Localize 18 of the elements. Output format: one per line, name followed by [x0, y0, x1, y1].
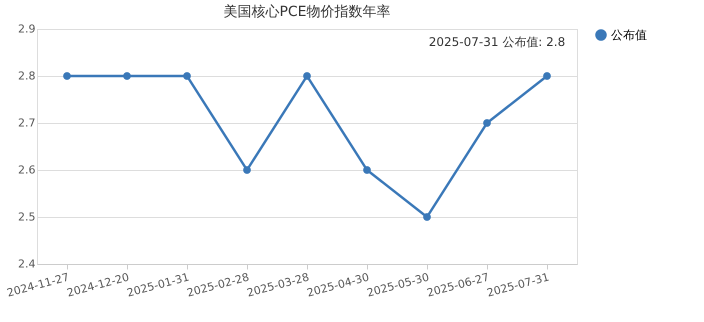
point — [483, 119, 491, 127]
chart-title: 美国核心PCE物价指数年率 — [223, 4, 391, 20]
point — [183, 72, 191, 80]
point — [423, 213, 431, 221]
point — [63, 72, 71, 80]
point — [243, 166, 251, 174]
point — [363, 166, 371, 174]
y-tick-label: 2.8 — [18, 70, 36, 82]
point — [543, 72, 551, 80]
y-tick-label: 2.9 — [18, 22, 36, 36]
legend-label: 公布值 — [611, 28, 647, 42]
y-tick-label: 2.6 — [18, 164, 36, 176]
y-tick-label: 2.4 — [18, 258, 36, 270]
point — [303, 72, 311, 80]
point — [123, 72, 131, 80]
y-tick-label: 2.5 — [18, 210, 36, 224]
y-tick-label: 2.7 — [18, 116, 36, 130]
annotation: 2025-07-31 公布值: 2.8 — [428, 35, 566, 49]
